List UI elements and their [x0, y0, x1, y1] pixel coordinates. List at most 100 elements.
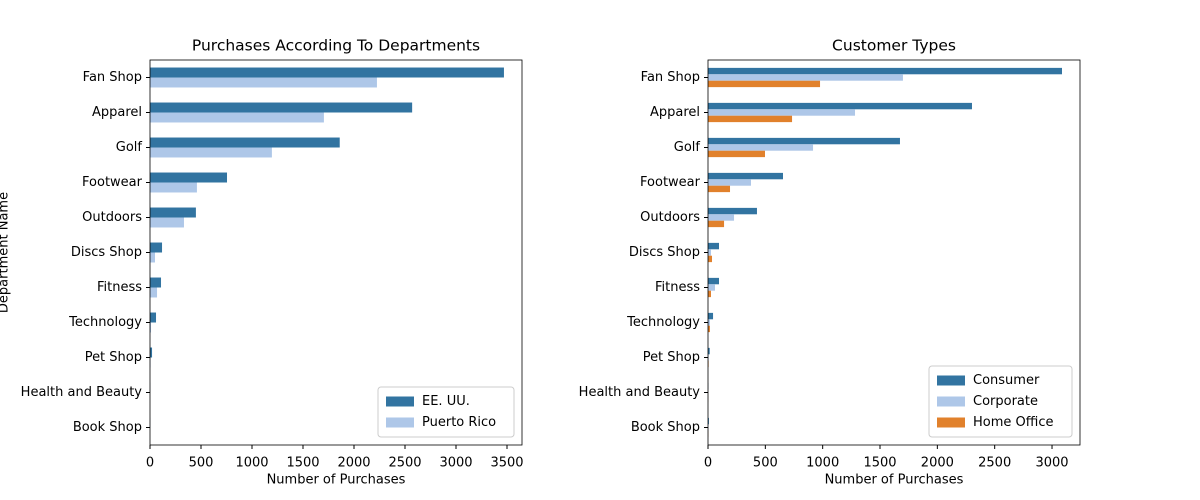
x-tick-label: 1000 [235, 456, 268, 471]
bar [708, 137, 900, 145]
bar [708, 144, 814, 151]
y-tick-label: Book Shop [73, 420, 142, 435]
bar [150, 182, 197, 193]
bar [708, 185, 731, 193]
bar [708, 255, 713, 263]
legend-swatch [937, 396, 965, 407]
bar [708, 115, 793, 123]
legend-label: Consumer [973, 373, 1040, 388]
bar [708, 347, 710, 355]
y-tick-label: Discs Shop [629, 245, 700, 260]
axes-frame [149, 59, 523, 446]
legend-label: EE. UU. [422, 394, 470, 409]
bar [150, 252, 155, 263]
x-tick-label: 2000 [921, 456, 954, 471]
bar [708, 220, 725, 228]
x-tick-label: 500 [189, 456, 214, 471]
y-tick-label: Pet Shop [85, 350, 142, 365]
bar [150, 217, 184, 228]
y-tick-label: Health and Beauty [21, 385, 143, 400]
y-tick-label: Footwear [82, 175, 143, 190]
bar [708, 109, 856, 116]
bar [708, 74, 903, 81]
y-tick-label: Fitness [97, 280, 142, 295]
bar [708, 325, 710, 333]
x-tick-label: 500 [753, 456, 778, 471]
y-tick-label: Footwear [640, 175, 701, 190]
y-tick-label: Pet Shop [643, 350, 700, 365]
legend-label: Puerto Rico [422, 415, 496, 430]
legend-swatch [386, 417, 414, 428]
x-tick-label: 1000 [806, 456, 839, 471]
y-tick-label: Apparel [650, 105, 700, 120]
x-tick-label: 0 [146, 456, 154, 471]
y-tick-label: Discs Shop [71, 245, 142, 260]
bar [150, 312, 157, 323]
bar [150, 112, 324, 123]
y-tick-label: Golf [116, 140, 143, 155]
bar [708, 80, 821, 88]
axes-frame [707, 59, 1081, 446]
bar [708, 290, 711, 298]
chart-title: Purchases According To Departments [192, 37, 480, 55]
bar [708, 249, 711, 256]
legend-label: Home Office [973, 415, 1053, 430]
bar [708, 172, 783, 180]
x-tick-label: 1500 [286, 456, 319, 471]
legend-swatch [937, 375, 965, 386]
bar [150, 207, 196, 218]
y-tick-label: Golf [674, 140, 701, 155]
legend-swatch [937, 417, 965, 428]
legend: EE. UU. Puerto Rico [377, 386, 515, 438]
y-tick-label: Book Shop [631, 420, 700, 435]
x-tick-label: 2500 [388, 456, 421, 471]
y-tick-label: Health and Beauty [579, 385, 701, 400]
x-tick-label: 0 [704, 456, 712, 471]
bar [150, 242, 163, 253]
bar [708, 242, 720, 250]
bar [150, 67, 504, 78]
x-tick-label: 3500 [490, 456, 523, 471]
x-tick-label: 3000 [439, 456, 472, 471]
bar [708, 417, 709, 425]
x-tick-label: 2500 [978, 456, 1011, 471]
x-tick-label: 2000 [337, 456, 370, 471]
bar [150, 147, 272, 158]
legend: Consumer Corporate Home Office [928, 365, 1073, 438]
legend-label: Corporate [973, 394, 1038, 409]
bar [708, 207, 757, 215]
x-tick-label: 1500 [863, 456, 896, 471]
x-axis-label: Number of Purchases [267, 473, 406, 488]
y-tick-label: Fan Shop [83, 70, 142, 85]
bar [708, 319, 710, 326]
bar [150, 322, 152, 333]
y-tick-label: Fan Shop [641, 70, 700, 85]
bar [150, 277, 162, 288]
y-tick-label: Technology [68, 315, 142, 330]
y-axis-label: Department Name [0, 192, 12, 313]
bar [708, 67, 1062, 75]
bar [708, 102, 972, 110]
bar [150, 137, 340, 148]
bar [150, 172, 228, 183]
bar [708, 214, 735, 221]
bar [150, 102, 413, 113]
y-tick-label: Outdoors [82, 210, 142, 225]
legend-swatch [386, 396, 414, 407]
y-tick-label: Technology [626, 315, 700, 330]
bar [150, 347, 153, 358]
x-axis-label: Number of Purchases [825, 473, 964, 488]
bar [708, 179, 752, 186]
y-tick-label: Fitness [655, 280, 700, 295]
bar [708, 150, 765, 158]
bar [708, 312, 714, 320]
bar [708, 284, 715, 291]
bar [708, 277, 720, 285]
bar [150, 77, 377, 88]
chart-title: Customer Types [832, 37, 956, 55]
y-tick-label: Outdoors [640, 210, 700, 225]
bar [150, 287, 158, 298]
y-tick-label: Apparel [92, 105, 142, 120]
x-tick-label: 3000 [1035, 456, 1068, 471]
